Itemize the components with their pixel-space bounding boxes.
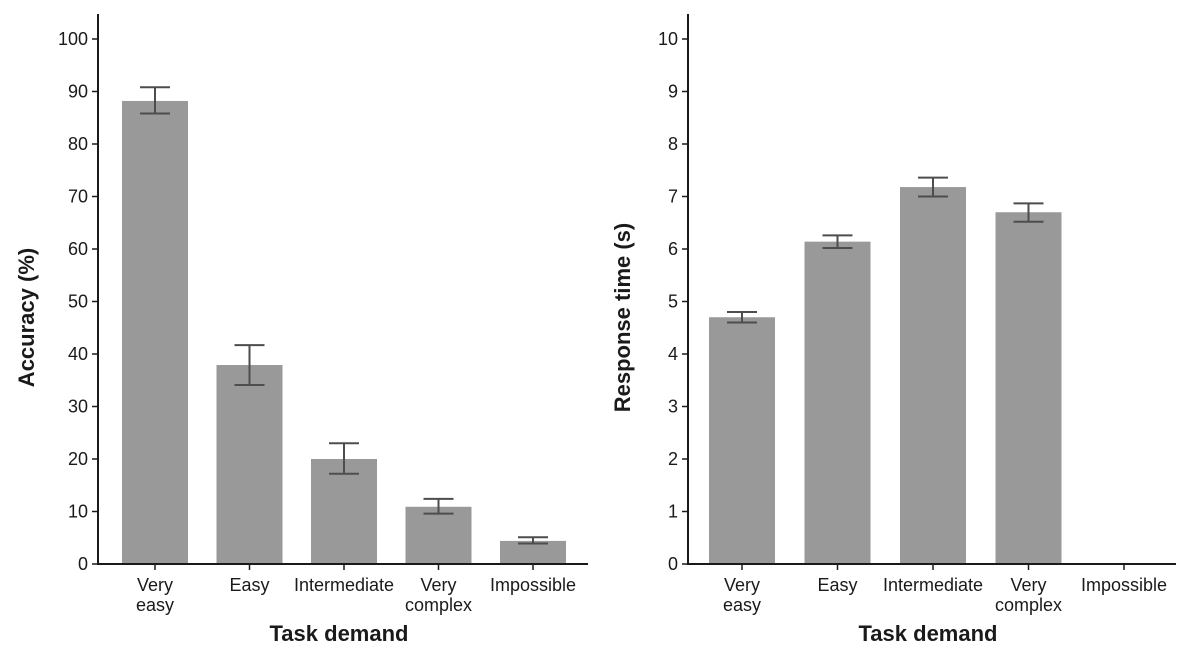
- x-tick-label: Very easy: [136, 575, 174, 615]
- y-tick-label: 80: [68, 134, 88, 154]
- y-tick-label: 6: [668, 239, 678, 259]
- response-time-chart: 0 1 2 3 4 5 6 7 8 9 10 Very easy Easy Intermediate Very…: [610, 14, 1176, 646]
- x-axis-title: Task demand: [859, 621, 998, 646]
- y-tick-label: 3: [668, 397, 678, 417]
- x-tick-label: Easy: [229, 575, 269, 595]
- y-tick-label: 20: [68, 449, 88, 469]
- bar: [709, 317, 775, 564]
- x-tick-label: Impossible: [1081, 575, 1167, 595]
- y-tick-label: 90: [68, 82, 88, 102]
- bar: [995, 212, 1062, 564]
- x-tick-label: Intermediate: [883, 575, 983, 595]
- y-tick-label: 1: [668, 502, 678, 522]
- y-tick-label: 0: [668, 554, 678, 574]
- x-tick-label: Very easy: [723, 575, 761, 615]
- y-tick-label: 50: [68, 292, 88, 312]
- x-tick-label: Easy: [817, 575, 857, 595]
- bar: [500, 540, 566, 564]
- y-tick-label: 8: [668, 134, 678, 154]
- bar: [122, 100, 188, 564]
- x-axis-title: Task demand: [270, 621, 409, 646]
- y-tick-label: 10: [68, 502, 88, 522]
- x-tick-label: Intermediate: [294, 575, 394, 595]
- y-axis-title: Response time (s): [610, 223, 635, 413]
- bar: [311, 459, 377, 564]
- y-tick-label: 7: [668, 187, 678, 207]
- bar: [216, 365, 283, 564]
- y-tick-label: 9: [668, 82, 678, 102]
- x-tick-label: Impossible: [490, 575, 576, 595]
- bar: [900, 187, 966, 565]
- y-tick-label: 60: [68, 239, 88, 259]
- y-tick-label: 5: [668, 292, 678, 312]
- x-tick-label: Very complex: [995, 575, 1062, 615]
- x-tick-label: Very complex: [405, 575, 472, 615]
- y-tick-label: 2: [668, 449, 678, 469]
- y-tick-label: 4: [668, 344, 678, 364]
- bar: [405, 506, 472, 564]
- y-tick-label: 70: [68, 187, 88, 207]
- accuracy-chart: 0 10 20 30 40 50 60 70 80 90 100 Very easy Easy Interm…: [14, 14, 588, 646]
- y-tick-label: 30: [68, 397, 88, 417]
- y-tick-label: 40: [68, 344, 88, 364]
- y-tick-label: 100: [58, 29, 88, 49]
- y-axis-title: Accuracy (%): [14, 248, 39, 387]
- bar: [804, 241, 871, 564]
- y-tick-label: 0: [78, 554, 88, 574]
- y-tick-label: 10: [658, 29, 678, 49]
